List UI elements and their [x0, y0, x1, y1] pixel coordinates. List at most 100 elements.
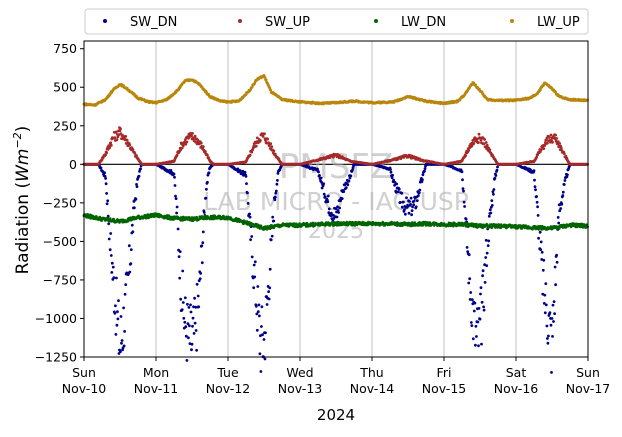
point-sw-up: [542, 147, 546, 151]
point-sw-up: [539, 148, 543, 152]
point-sw-dn: [263, 357, 267, 361]
point-sw-dn: [543, 293, 547, 297]
point-sw-dn: [485, 251, 489, 255]
point-sw-up: [109, 141, 113, 145]
point-sw-dn: [410, 213, 413, 217]
point-sw-dn: [255, 312, 259, 316]
point-sw-dn: [483, 263, 486, 267]
point-sw-dn: [276, 179, 279, 182]
point-sw-dn: [485, 264, 489, 267]
point-sw-dn: [560, 202, 564, 206]
point-sw-dn: [483, 281, 487, 284]
point-sw-dn: [99, 166, 103, 170]
point-lw-dn: [353, 223, 357, 227]
point-sw-dn: [117, 299, 120, 302]
point-sw-dn: [340, 197, 344, 201]
point-sw-dn: [490, 204, 494, 207]
point-sw-dn: [135, 183, 138, 186]
point-sw-dn: [109, 254, 113, 257]
point-sw-dn: [192, 332, 196, 335]
series-layer: [82, 74, 589, 374]
x-tick-date-3: Nov-13: [278, 381, 322, 396]
point-sw-dn: [265, 303, 269, 306]
point-sw-dn: [119, 350, 122, 353]
point-sw-dn: [544, 282, 548, 285]
point-sw-up: [467, 149, 471, 152]
point-sw-up: [555, 137, 558, 140]
point-sw-dn: [195, 282, 199, 286]
point-sw-dn: [549, 323, 553, 327]
point-sw-up: [193, 134, 197, 138]
point-sw-dn: [534, 188, 537, 192]
point-sw-dn: [105, 192, 108, 195]
point-lw-up: [264, 78, 268, 82]
point-sw-dn: [184, 334, 188, 338]
point-sw-up: [254, 144, 258, 148]
point-sw-dn: [415, 199, 419, 203]
point-sw-dn: [106, 214, 110, 218]
point-sw-dn: [191, 324, 194, 328]
point-sw-dn: [176, 227, 180, 231]
y-tick-label-2: 250: [53, 118, 77, 133]
point-sw-dn: [461, 178, 464, 182]
point-sw-dn: [250, 255, 254, 259]
grid-layer: [84, 41, 588, 357]
point-sw-dn: [461, 187, 465, 191]
point-sw-dn: [463, 205, 466, 208]
point-sw-dn: [480, 342, 483, 346]
point-sw-up: [484, 141, 488, 144]
point-sw-dn: [467, 281, 471, 285]
point-sw-dn: [395, 182, 399, 186]
point-sw-dn: [351, 166, 355, 170]
point-sw-dn: [275, 182, 279, 186]
point-sw-dn: [417, 191, 421, 195]
point-sw-dn: [479, 286, 483, 289]
point-sw-dn: [557, 221, 561, 225]
point-sw-dn: [189, 310, 193, 314]
series-lw-up: [82, 74, 589, 107]
point-sw-dn: [187, 336, 190, 340]
point-sw-up: [554, 133, 557, 137]
point-sw-dn: [482, 305, 485, 309]
point-sw-dn: [116, 317, 120, 321]
point-sw-dn: [556, 216, 560, 219]
point-sw-up: [272, 149, 276, 153]
point-sw-dn: [258, 314, 261, 318]
point-sw-dn: [389, 170, 393, 174]
point-sw-up: [201, 145, 205, 149]
point-sw-dn: [532, 169, 536, 173]
point-sw-up: [199, 141, 203, 145]
point-sw-up: [551, 140, 554, 144]
point-sw-dn: [123, 292, 127, 296]
point-sw-dn: [106, 199, 110, 203]
point-sw-dn: [561, 190, 565, 194]
point-sw-dn: [468, 298, 472, 301]
point-sw-up: [206, 153, 209, 157]
point-sw-up: [559, 146, 563, 150]
y-tick-label-1: 500: [53, 80, 77, 95]
point-sw-dn: [122, 344, 126, 348]
point-sw-dn: [491, 190, 495, 194]
point-sw-dn: [548, 311, 552, 314]
point-sw-dn: [349, 174, 353, 178]
point-sw-dn: [273, 195, 277, 199]
x-tick-date-0: Nov-10: [62, 381, 107, 396]
point-sw-up: [483, 138, 486, 141]
point-sw-dn: [541, 292, 545, 296]
point-sw-dn: [403, 208, 406, 212]
point-sw-dn: [550, 317, 554, 320]
point-sw-dn: [138, 170, 141, 173]
point-sw-dn: [193, 321, 197, 325]
point-sw-dn: [115, 323, 119, 327]
point-sw-dn: [476, 320, 480, 324]
watermark-line-1: PMSFZ: [279, 147, 393, 187]
point-sw-dn: [276, 172, 280, 175]
point-sw-dn: [546, 341, 550, 345]
point-sw-dn: [326, 194, 330, 198]
point-sw-dn: [397, 187, 401, 191]
point-sw-dn: [339, 199, 342, 203]
point-sw-dn: [334, 207, 338, 211]
point-sw-dn: [133, 206, 136, 210]
point-sw-dn: [254, 304, 258, 308]
